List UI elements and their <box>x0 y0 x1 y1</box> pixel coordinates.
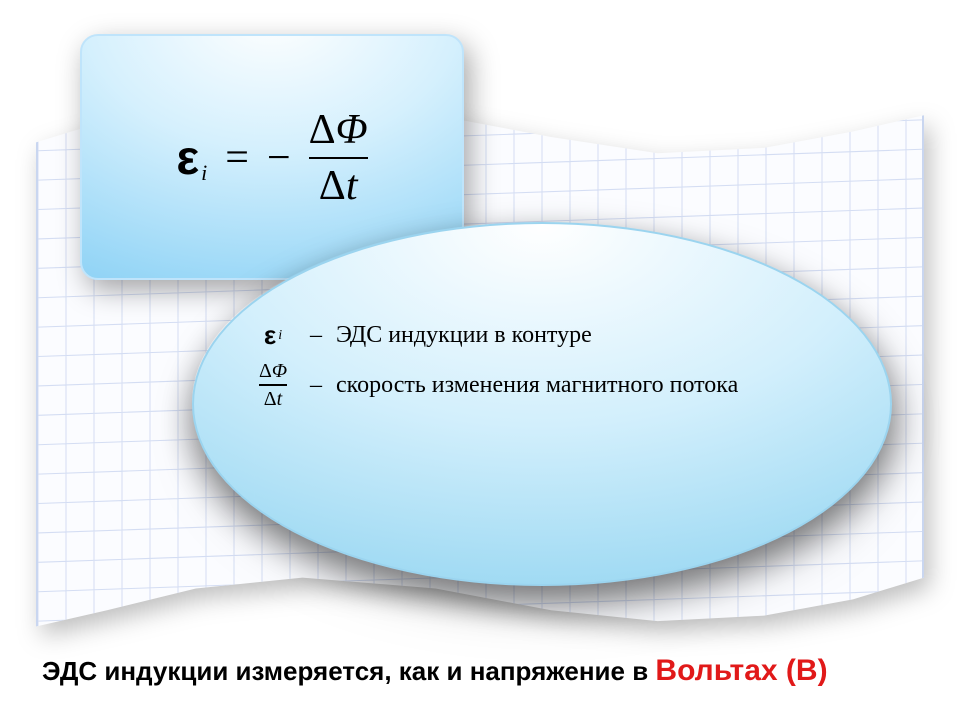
legend-fraction: ΔΦ Δt <box>259 361 287 409</box>
legend-row-2: ΔΦ Δt – скорость изменения магнитного по… <box>250 361 738 409</box>
equals-sign: = <box>225 134 249 182</box>
legend-text-1: ЭДС индукции в контуре <box>336 322 592 349</box>
stage: εi = − ΔΦ Δt εi – ЭДС индукции в контуре <box>0 0 960 720</box>
fraction-denominator: Δt <box>319 165 358 207</box>
minus-sign: − <box>267 134 291 182</box>
legend-frac-num: ΔΦ <box>259 361 287 381</box>
legend-text-2: скорость изменения магнитного потока <box>336 372 738 399</box>
fraction-bar <box>309 157 368 159</box>
legend-row-1: εi – ЭДС индукции в контуре <box>250 320 738 351</box>
caption-main: ЭДС индукции измеряется, как и напряжени… <box>42 656 655 686</box>
fraction: ΔΦ Δt <box>309 109 368 207</box>
legend-frac-den: Δt <box>264 389 282 409</box>
emf-formula: εi = − ΔΦ Δt <box>176 109 367 207</box>
legend-text: εi – ЭДС индукции в контуре ΔΦ Δt – скор… <box>250 310 738 419</box>
legend-dash-1: – <box>310 322 322 349</box>
caption-unit: Вольтах (В) <box>655 654 827 687</box>
legend-frac-bar <box>259 384 287 386</box>
fraction-numerator: ΔΦ <box>309 109 368 151</box>
legend-symbol-fraction: ΔΦ Δt <box>250 361 296 409</box>
caption: ЭДС индукции измеряется, как и напряжени… <box>42 654 828 688</box>
legend-symbol-epsilon: εi <box>250 320 296 351</box>
symbol-epsilon: εi <box>176 131 207 186</box>
legend-dash-2: – <box>310 372 322 399</box>
